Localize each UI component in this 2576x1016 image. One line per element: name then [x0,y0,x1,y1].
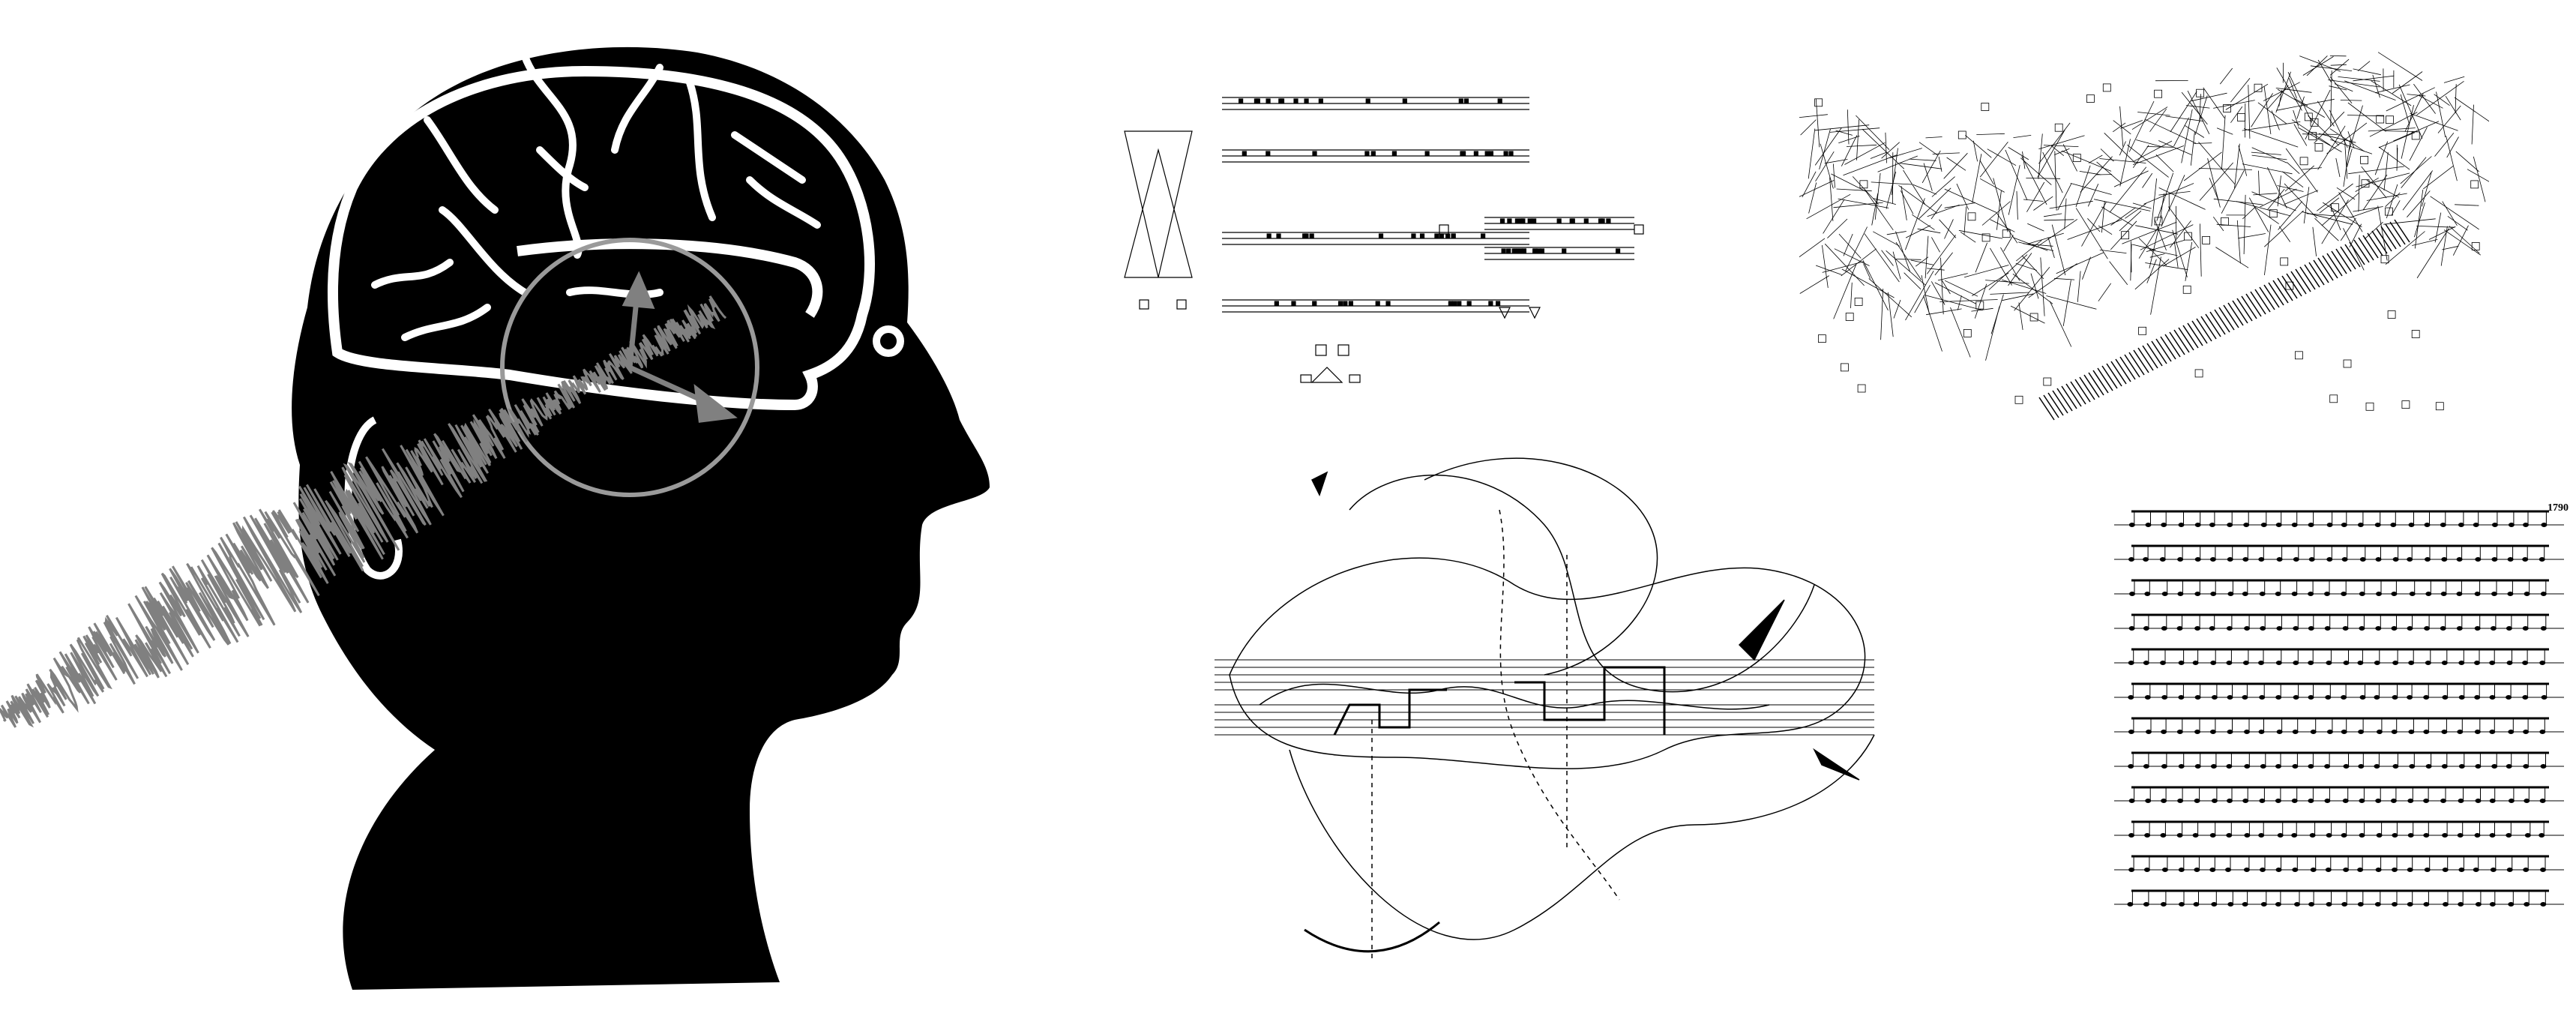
wireframe-score [1799,45,2489,435]
curved-graphic-score [1200,435,1919,975]
catalog-number: 1790 [2548,502,2569,514]
head-illustration [0,0,1050,1016]
drum-rudiment-score: 1790 [2099,480,2576,945]
drum-notation-icon [2114,510,2564,907]
head-silhouette-icon [0,46,990,991]
wireframe-icon [1799,52,2489,421]
staff-notation-icon [1124,97,1644,383]
focus-circle-icon [500,238,759,497]
sound-waveform-icon [0,295,727,728]
curved-notation-icon [1215,457,1875,960]
graphic-score-staves [1110,67,1664,405]
